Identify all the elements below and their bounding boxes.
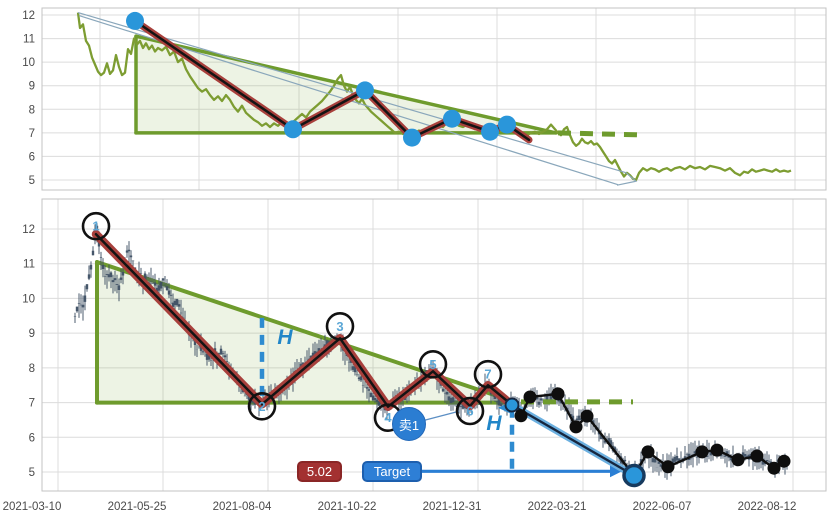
minor-pivot-dot xyxy=(731,453,745,467)
x-axis-label: 2021-10-22 xyxy=(318,501,377,513)
triangle-hypotenuse xyxy=(134,34,558,135)
pivot-circle-1 xyxy=(81,211,111,241)
channel-upper-line xyxy=(77,12,627,174)
minor-pivot-dot xyxy=(710,443,724,457)
y-axis-label: 10 xyxy=(22,57,35,69)
target-reached-dot xyxy=(622,463,646,488)
minor-pivot-dot xyxy=(580,409,594,423)
x-axis-label: 2021-05-25 xyxy=(108,501,167,513)
pivot-circle-3 xyxy=(325,311,355,341)
minor-pivot-dot xyxy=(514,409,528,423)
y-axis-label: 6 xyxy=(29,432,35,444)
pivot-circle-6 xyxy=(455,396,485,426)
breakout-point-dot xyxy=(504,397,520,413)
channel-arrowhead xyxy=(616,172,638,186)
height-label-2: H xyxy=(486,412,502,435)
y-axis-label: 6 xyxy=(29,151,35,163)
y-axis-label: 7 xyxy=(29,398,35,410)
y-axis-label: 11 xyxy=(23,259,35,271)
x-axis-label: 2021-03-10 xyxy=(3,501,62,513)
panel-border xyxy=(41,7,827,191)
pivot-dot xyxy=(126,11,144,30)
y-axis-label: 8 xyxy=(29,104,35,116)
x-axis-label: 2022-03-21 xyxy=(528,501,587,513)
minor-pivot-dot xyxy=(641,445,655,459)
y-axis-label: 11 xyxy=(23,34,35,46)
pivot-dot xyxy=(481,122,499,141)
pivot-circle-5 xyxy=(418,349,448,379)
pivot-dot xyxy=(356,81,374,100)
sell-callout-line xyxy=(424,410,460,421)
minor-pivot-dot xyxy=(767,461,781,475)
x-axis-label: 2022-06-07 xyxy=(633,501,692,513)
minor-pivot-dot xyxy=(695,445,709,459)
pivot-number-1: 1 xyxy=(92,219,99,234)
pivot-number-4: 4 xyxy=(384,410,392,425)
y-axis-label: 7 xyxy=(29,128,35,140)
x-axis-label: 2021-12-31 xyxy=(423,501,482,513)
minor-pivot-dot xyxy=(569,420,583,434)
y-axis-label: 9 xyxy=(29,81,35,93)
pivot-dot xyxy=(403,128,421,147)
y-axis-label: 12 xyxy=(22,224,35,236)
pivot-number-6: 6 xyxy=(466,404,473,419)
zigzag-core xyxy=(94,232,514,408)
pivot-number-5: 5 xyxy=(429,357,436,372)
y-axis-label: 5 xyxy=(29,467,35,479)
pivot-number-7: 7 xyxy=(484,367,491,382)
y-axis-label: 12 xyxy=(22,10,35,22)
y-axis-label: 10 xyxy=(22,293,35,305)
minor-pivot-dot xyxy=(777,454,791,468)
pivot-number-3: 3 xyxy=(336,319,343,334)
target-price-badge: 5.02 xyxy=(297,461,342,482)
y-axis-label: 9 xyxy=(29,328,35,340)
y-axis-label: 8 xyxy=(29,363,35,375)
pivot-number-2: 2 xyxy=(258,399,265,414)
minor-pivot-dot xyxy=(750,449,764,463)
x-axis-label: 2022-08-12 xyxy=(738,501,797,513)
y-axis-label: 5 xyxy=(29,175,35,187)
pivot-circle-7 xyxy=(473,359,503,389)
panel-border xyxy=(41,198,827,492)
minor-pivot-dot xyxy=(551,387,565,401)
target-arrowhead xyxy=(610,465,622,478)
x-axis-label: 2021-08-04 xyxy=(213,501,272,513)
height-label-1: H xyxy=(277,326,293,349)
minor-pivot-dot xyxy=(523,390,537,404)
pivot-dot xyxy=(498,115,516,134)
pivot-dot xyxy=(284,120,302,139)
pivot-dot xyxy=(443,109,461,128)
minor-pivot-dot xyxy=(661,460,675,474)
pivot-circle-2 xyxy=(247,391,277,421)
sell-signal-badge[interactable]: 卖1 xyxy=(392,407,426,441)
target-label-badge[interactable]: Target xyxy=(362,461,422,482)
breakdown-line-core xyxy=(511,403,635,477)
breakout-level-dashed xyxy=(557,130,643,138)
